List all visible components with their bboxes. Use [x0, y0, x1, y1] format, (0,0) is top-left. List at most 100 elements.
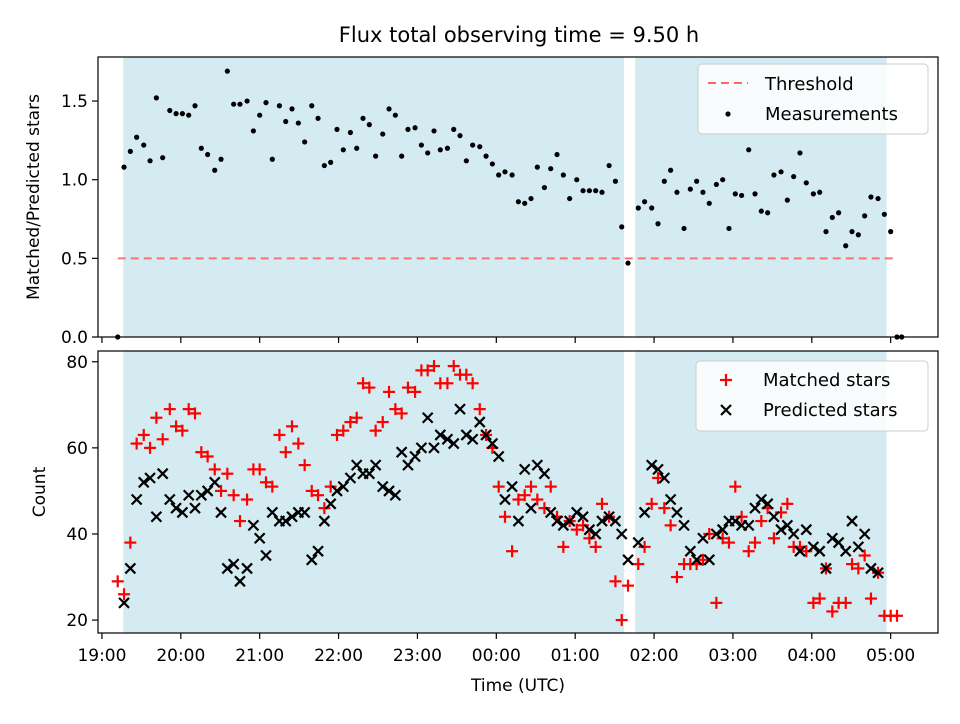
predicted-x-b	[434, 429, 447, 441]
measurement-point	[888, 229, 894, 235]
predicted-star-point	[506, 480, 518, 493]
predicted-x-b	[312, 545, 324, 557]
measurement-point	[360, 115, 366, 121]
measurement-point	[606, 162, 612, 169]
predicted-star-point	[421, 411, 434, 424]
measurement-point	[250, 128, 256, 134]
matched-star-point	[767, 532, 780, 545]
predicted-x-b	[832, 536, 845, 549]
measurement-point	[599, 189, 605, 195]
measurement-point	[765, 210, 771, 216]
predicted-star-point	[363, 467, 376, 480]
predicted-x-b	[826, 532, 839, 545]
matched-star-point	[645, 497, 658, 510]
matched-star-point	[401, 381, 414, 394]
matched-star-point	[330, 428, 343, 441]
measurement-point	[758, 208, 764, 214]
predicted-star-point	[389, 489, 402, 502]
measurement-point	[244, 98, 250, 104]
predicted-star-point	[645, 459, 658, 471]
y-tick-label: 1.0	[61, 171, 88, 191]
matched-star-point	[839, 596, 852, 609]
matched-star-point	[583, 532, 596, 545]
predicted-x-b	[369, 459, 382, 471]
measurement-point	[752, 191, 758, 197]
measurement-point	[141, 142, 147, 148]
matched-star-point	[124, 536, 137, 549]
matched-star-point	[658, 502, 671, 515]
predicted-star-point	[820, 562, 832, 575]
predicted-x-b	[279, 515, 292, 527]
measurement-point	[726, 225, 732, 232]
measurement-point	[321, 162, 327, 169]
matched-star-point	[460, 368, 473, 381]
predicted-star-point	[466, 433, 479, 446]
measurement-point	[231, 101, 237, 107]
predicted-stars-points	[118, 403, 884, 609]
predicted-star-point	[473, 416, 486, 428]
measurement-point	[843, 243, 849, 249]
matched-star-point	[395, 407, 408, 420]
measurement-point	[302, 139, 308, 145]
measurement-point	[554, 151, 560, 158]
measurement-point	[635, 205, 641, 211]
measurement-point	[791, 173, 797, 180]
predicted-x-b	[486, 437, 499, 450]
predicted-star-point	[279, 515, 292, 527]
predicted-x-b	[800, 523, 813, 536]
measurement-point	[746, 147, 752, 153]
matched-star-point	[170, 420, 183, 433]
matched-star-point	[466, 377, 479, 390]
measurement-point	[283, 118, 289, 125]
measurement-point	[237, 101, 243, 107]
predicted-x-b	[839, 545, 852, 557]
predicted-x-b	[615, 528, 628, 540]
measurement-point	[269, 156, 275, 162]
measurement-point	[425, 150, 431, 156]
predicted-x-b	[441, 433, 454, 446]
measurement-point	[771, 172, 777, 178]
matched-star-point	[305, 484, 318, 497]
predicted-x-b	[466, 433, 479, 446]
measurement-point	[489, 161, 495, 167]
matched-star-point	[538, 502, 551, 515]
predicted-star-point	[260, 549, 272, 562]
measurement-point	[147, 158, 153, 164]
predicted-star-point	[227, 558, 240, 570]
measurement-point	[205, 151, 211, 158]
x-tick-label: 21:00	[235, 646, 284, 666]
predicted-star-point	[742, 519, 755, 532]
measurement-point	[875, 195, 881, 202]
predicted-star-point	[839, 545, 852, 557]
predicted-x-b	[544, 506, 557, 519]
predicted-star-point	[638, 506, 651, 519]
measurement-point	[373, 153, 379, 159]
matched-star-point	[279, 446, 292, 459]
predicted-x-b	[638, 506, 651, 519]
measurement-point	[198, 145, 204, 151]
predicted-x-b	[678, 519, 690, 532]
matched-star-point	[298, 459, 311, 472]
predicted-star-point	[182, 489, 195, 502]
predicted-star-point	[671, 506, 683, 519]
measurement-point	[179, 111, 185, 117]
measurement-point	[437, 147, 443, 153]
predicted-star-point	[697, 532, 709, 545]
predicted-x-b	[150, 510, 163, 523]
measurement-point	[167, 107, 173, 114]
measurement-point	[328, 159, 334, 165]
predicted-star-point	[852, 541, 865, 553]
measurement-point	[612, 178, 619, 184]
predicted-x-b	[260, 549, 272, 562]
matched-star-point	[749, 536, 762, 549]
predicted-x-b	[506, 480, 518, 493]
predicted-x-b	[577, 510, 589, 523]
predicted-x-b	[820, 562, 832, 575]
predicted-x-b	[318, 515, 331, 527]
matched-star-point	[632, 558, 645, 571]
predicted-x-b	[189, 502, 201, 514]
predicted-x-b	[286, 510, 298, 523]
measurement-point	[463, 158, 469, 164]
matched-star-point	[638, 540, 651, 553]
y-tick-label: 60	[66, 439, 88, 459]
